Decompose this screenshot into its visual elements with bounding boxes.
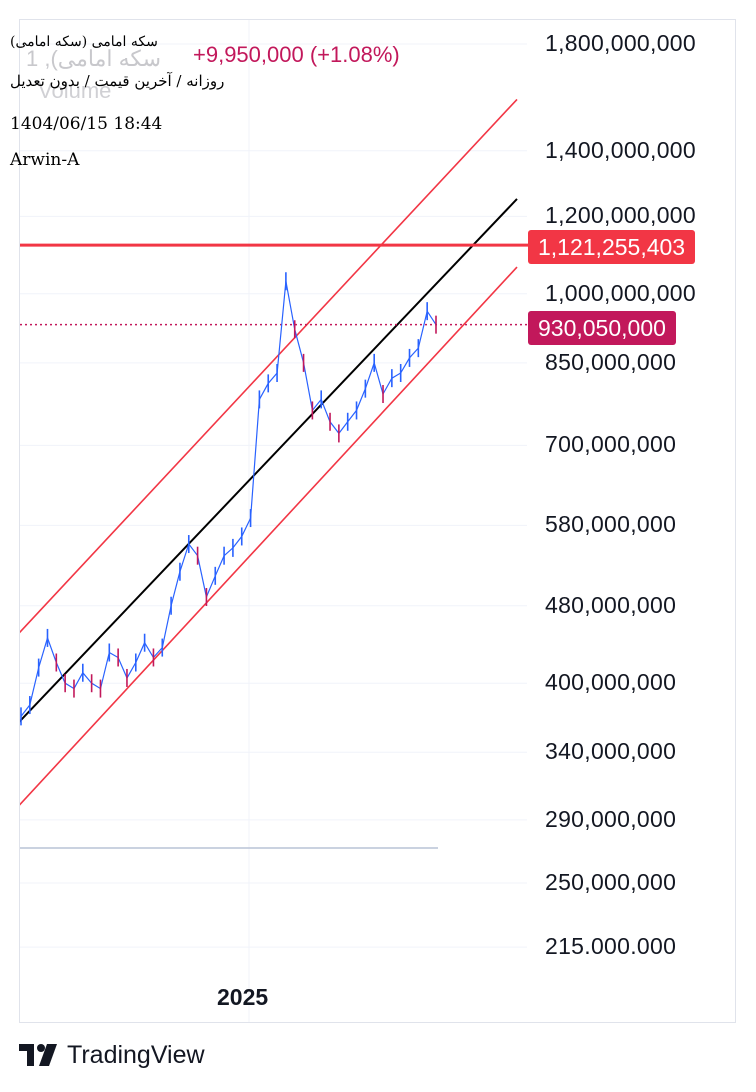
price-chart[interactable]	[20, 20, 736, 1023]
channel-line-upper	[20, 98, 518, 634]
y-tick-label: 250,000,000	[545, 868, 677, 895]
legend-ghost-title: 1 ,(سکه امامی	[26, 46, 162, 71]
legend-datetime: 1404/06/15 18:44	[10, 114, 163, 134]
legend-settings: روزانه / آخرین قیمت / بدون تعدیل	[10, 72, 225, 90]
y-tick-label: 1,200,000,000	[545, 202, 696, 229]
resistance-price-tag: 1,121,255,403	[528, 230, 696, 264]
y-tick-label: 850,000,000	[545, 348, 677, 375]
legend-symbol[interactable]: (سکه امامی (سکه امامی	[10, 34, 158, 50]
y-tick-label: 700,000,000	[545, 431, 677, 458]
x-tick-label-2025: 2025	[217, 984, 269, 1010]
y-tick-label: 215.000.000	[545, 933, 677, 960]
channel-line-middle	[20, 198, 518, 723]
price-series-line	[20, 281, 437, 717]
y-tick-label: 1,400,000,000	[545, 136, 696, 163]
y-tick-label: 290,000,000	[545, 805, 677, 832]
last-price-tag: 930,050,000	[528, 311, 676, 345]
legend-volume-label: Volume	[38, 78, 112, 103]
y-tick-label: 400,000,000	[545, 669, 677, 696]
legend-author: Arwin-A	[10, 150, 80, 170]
y-tick-label: 580,000,000	[545, 511, 677, 538]
tradingview-logo-icon	[19, 1044, 57, 1066]
y-tick-label: 1,000,000,000	[545, 279, 696, 306]
channel-line-lower	[20, 266, 518, 806]
y-tick-label: 480,000,000	[545, 591, 677, 618]
tradingview-brand[interactable]: TradingView	[19, 1040, 205, 1070]
brand-name: TradingView	[67, 1040, 205, 1069]
legend-change: +9,950,000 (+1.08%)	[193, 42, 400, 67]
y-tick-label: 1,800,000,000	[545, 30, 696, 56]
chart-frame[interactable]	[19, 19, 736, 1023]
y-tick-label: 340,000,000	[545, 738, 677, 765]
